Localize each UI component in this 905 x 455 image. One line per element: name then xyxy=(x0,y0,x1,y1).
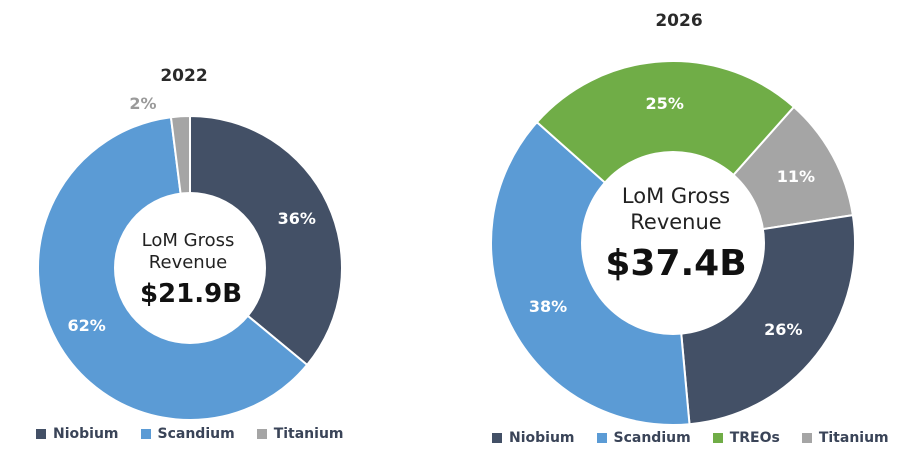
slice-label-niobium: 36% xyxy=(278,209,316,228)
slice-niobium xyxy=(189,114,343,367)
center-value-2026: $37.4B xyxy=(605,243,746,284)
slice-label-treos: 25% xyxy=(646,94,684,113)
slice-labels-2026: 11% 26% 38% 25% xyxy=(529,94,815,339)
legend-item-scandium: Scandium xyxy=(140,426,235,442)
donut-chart-2022: 2022 LoM Gross Revenue $21.9B 36% 62% 2% xyxy=(37,66,343,421)
donut-hole-2022 xyxy=(114,192,266,344)
legend-swatch xyxy=(596,433,607,443)
legend-item-scandium: Scandium xyxy=(596,430,691,446)
legend-label: Titanium xyxy=(818,430,889,446)
chart-title-2026: 2026 xyxy=(655,11,702,31)
legend-label: Niobium xyxy=(509,430,575,446)
legend-label: Scandium xyxy=(157,426,235,442)
legend-item-niobium: Niobium xyxy=(36,426,119,442)
legend-label: Scandium xyxy=(613,430,691,446)
legend-item-titanium: Titanium xyxy=(801,430,889,446)
center-value-2022: $21.9B xyxy=(140,279,242,309)
legend-label: Titanium xyxy=(273,426,344,442)
center-label-line2-2022: Revenue xyxy=(149,252,227,273)
legend-item-niobium: Niobium xyxy=(492,430,575,446)
slice-label-titanium: 2% xyxy=(129,94,156,113)
slice-label-scandium: 38% xyxy=(529,297,567,316)
slice-label-titanium: 11% xyxy=(777,167,815,186)
legend-swatch xyxy=(712,433,723,443)
chart-title-2022: 2022 xyxy=(160,66,207,86)
slice-labels-2022: 36% 62% 2% xyxy=(67,94,315,335)
slice-label-niobium: 26% xyxy=(764,320,802,339)
center-label-line1-2022: LoM Gross xyxy=(142,230,235,251)
legend-item-titanium: Titanium xyxy=(256,426,344,442)
legend-swatch xyxy=(256,429,267,439)
center-label-line2-2026: Revenue xyxy=(630,210,721,234)
legend-swatch xyxy=(801,433,812,443)
legend-label: TREOs xyxy=(729,430,780,446)
donut-chart-2026: 2026 LoM Gross Revenue $37.4B 11% 26% 38% 2… xyxy=(490,11,856,426)
legend-swatch xyxy=(36,429,46,439)
legend-label: Niobium xyxy=(53,426,119,442)
slice-label-scandium: 62% xyxy=(67,316,105,335)
donut-hole-2026 xyxy=(581,151,765,335)
legend-swatch xyxy=(492,433,502,443)
legend-swatch xyxy=(140,429,151,439)
legend-2026: Niobium Scandium TREOs Titanium xyxy=(492,430,889,446)
legend-2022: Niobium Scandium Titanium xyxy=(36,426,344,442)
center-label-line1-2026: LoM Gross xyxy=(622,184,730,208)
legend-item-treos: TREOs xyxy=(712,430,780,446)
